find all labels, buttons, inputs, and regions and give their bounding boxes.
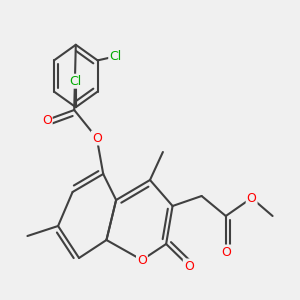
- Text: O: O: [247, 191, 256, 205]
- Text: O: O: [137, 254, 147, 266]
- Text: O: O: [221, 245, 231, 259]
- Text: Cl: Cl: [109, 50, 122, 63]
- Text: O: O: [92, 131, 102, 145]
- Text: O: O: [42, 113, 52, 127]
- Text: Cl: Cl: [70, 75, 82, 88]
- Text: O: O: [184, 260, 194, 272]
